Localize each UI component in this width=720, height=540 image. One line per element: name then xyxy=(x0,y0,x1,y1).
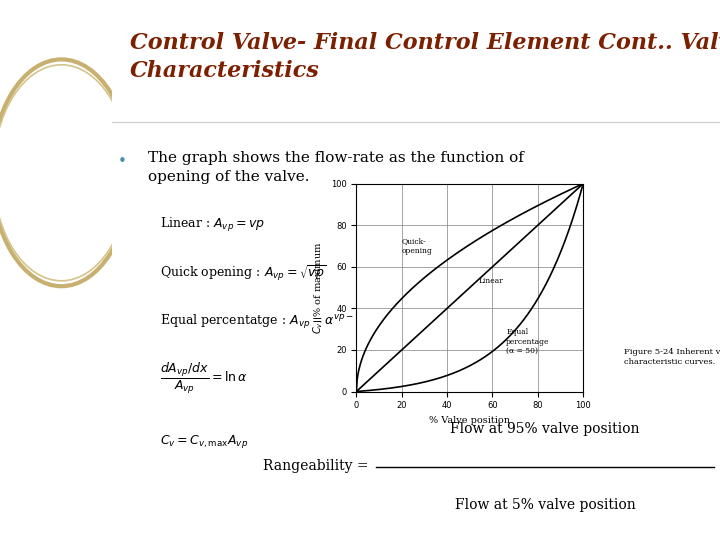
Text: $\dfrac{dA_{vp}/dx}{A_{vp}} = \ln\alpha$: $\dfrac{dA_{vp}/dx}{A_{vp}} = \ln\alpha$ xyxy=(161,361,248,396)
Text: $C_v = C_{v,\max} A_{vp}$: $C_v = C_{v,\max} A_{vp}$ xyxy=(161,433,248,449)
Text: Quick-
opening: Quick- opening xyxy=(402,238,433,255)
Wedge shape xyxy=(30,0,117,459)
Text: Equal
percentage
(α = 50): Equal percentage (α = 50) xyxy=(506,328,549,355)
Text: Flow at 5% valve position: Flow at 5% valve position xyxy=(455,498,636,512)
Text: Linear: Linear xyxy=(479,278,503,285)
Text: Control Valve- Final Control Element Cont.. Valve
Characteristics: Control Valve- Final Control Element Con… xyxy=(130,32,720,82)
Text: •: • xyxy=(117,154,127,169)
Y-axis label: $C_v$, % of maximum: $C_v$, % of maximum xyxy=(312,241,325,334)
Text: Figure 5-24 Inherent valve
characteristic curves.: Figure 5-24 Inherent valve characteristi… xyxy=(624,348,720,366)
X-axis label: % Valve position: % Valve position xyxy=(429,416,510,425)
Text: Flow at 95% valve position: Flow at 95% valve position xyxy=(450,422,640,436)
Text: Rangeability =: Rangeability = xyxy=(264,459,373,473)
Text: Quick opening : $A_{vp} = \sqrt{vp}$: Quick opening : $A_{vp} = \sqrt{vp}$ xyxy=(161,264,327,284)
Text: The graph shows the flow-rate as the function of
opening of the valve.: The graph shows the flow-rate as the fun… xyxy=(148,151,524,184)
Text: Equal percentatge : $A_{vp} = \alpha^{vp-1}$: Equal percentatge : $A_{vp} = \alpha^{vp… xyxy=(161,311,361,332)
Text: Linear : $A_{vp} = vp$: Linear : $A_{vp} = vp$ xyxy=(161,216,266,234)
